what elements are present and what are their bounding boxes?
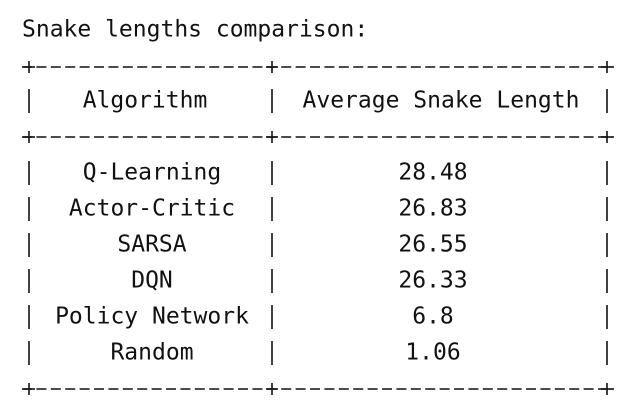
table-cells: Algorithm Average Snake Length Q-Learning 2…: [55, 88, 579, 366]
table-frame: [22, 61, 614, 395]
algorithm-cell: Actor-Critic: [69, 196, 235, 222]
length-cell: 26.83: [398, 196, 467, 222]
length-cell: 26.55: [398, 232, 467, 258]
header-cell: Average Snake Length: [303, 88, 580, 114]
algorithm-cell: Policy Network: [55, 304, 249, 330]
length-cell: 1.06: [405, 340, 460, 366]
algorithm-cell: Random: [110, 340, 193, 366]
length-cell: 26.33: [398, 268, 467, 294]
algorithm-cell: SARSA: [117, 232, 186, 258]
output-title: Snake lengths comparison:: [22, 17, 368, 43]
algorithm-cell: DQN: [131, 268, 173, 294]
header-cell: Algorithm: [83, 88, 208, 114]
length-cell: 28.48: [398, 160, 467, 186]
algorithm-cell: Q-Learning: [83, 160, 221, 186]
length-cell: 6.8: [412, 304, 454, 330]
